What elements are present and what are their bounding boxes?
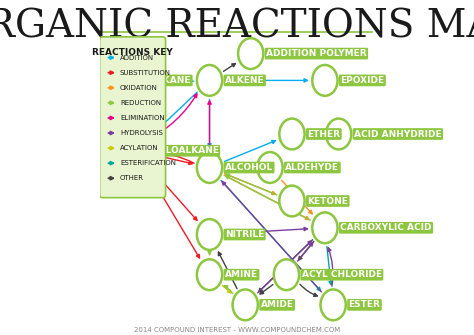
Circle shape xyxy=(279,119,305,149)
Circle shape xyxy=(197,259,222,290)
Text: ESTER: ESTER xyxy=(348,300,381,309)
Text: SUBSTITUTION: SUBSTITUTION xyxy=(120,70,171,76)
Text: ACID ANHYDRIDE: ACID ANHYDRIDE xyxy=(354,130,442,138)
Circle shape xyxy=(233,289,258,320)
FancyBboxPatch shape xyxy=(100,37,165,198)
Text: CARBOXYLIC ACID: CARBOXYLIC ACID xyxy=(340,223,432,232)
Text: OXIDATION: OXIDATION xyxy=(120,85,158,91)
Circle shape xyxy=(279,186,305,216)
Circle shape xyxy=(320,289,346,320)
Text: ALKENE: ALKENE xyxy=(225,76,264,85)
Text: ADDITION POLYMER: ADDITION POLYMER xyxy=(266,49,367,58)
Text: ALKANE: ALKANE xyxy=(151,76,191,85)
Text: KETONE: KETONE xyxy=(307,197,348,205)
Text: ELIMINATION: ELIMINATION xyxy=(120,115,164,121)
Text: ACYLATION: ACYLATION xyxy=(120,145,159,151)
Text: REDUCTION: REDUCTION xyxy=(120,100,161,106)
Text: NITRILE: NITRILE xyxy=(225,230,264,239)
Circle shape xyxy=(274,259,299,290)
Circle shape xyxy=(123,65,148,96)
Circle shape xyxy=(197,219,222,250)
Circle shape xyxy=(312,65,337,96)
Text: AMIDE: AMIDE xyxy=(261,300,293,309)
Circle shape xyxy=(197,152,222,183)
Circle shape xyxy=(257,152,283,183)
Text: EPOXIDE: EPOXIDE xyxy=(340,76,384,85)
Text: ALCOHOL: ALCOHOL xyxy=(225,163,273,172)
Circle shape xyxy=(312,212,337,243)
Text: REACTIONS KEY: REACTIONS KEY xyxy=(92,48,173,57)
Text: ORGANIC REACTIONS MAP: ORGANIC REACTIONS MAP xyxy=(0,8,474,45)
Text: 2014 COMPOUND INTEREST - WWW.COMPOUNDCHEM.COM: 2014 COMPOUND INTEREST - WWW.COMPOUNDCHE… xyxy=(134,327,340,333)
Text: ACYL CHLORIDE: ACYL CHLORIDE xyxy=(302,270,382,279)
Text: ADDITION: ADDITION xyxy=(120,55,154,61)
Circle shape xyxy=(238,38,264,69)
Circle shape xyxy=(197,65,222,96)
Text: ALDEHYDE: ALDEHYDE xyxy=(285,163,339,172)
Circle shape xyxy=(326,119,351,149)
Text: HALOALKANE: HALOALKANE xyxy=(151,146,219,155)
Text: ESTERIFICATION: ESTERIFICATION xyxy=(120,160,176,166)
Text: HYDROLYSIS: HYDROLYSIS xyxy=(120,130,163,136)
Text: ETHER: ETHER xyxy=(307,130,340,138)
Text: OTHER: OTHER xyxy=(120,175,144,181)
Text: AMINE: AMINE xyxy=(225,270,258,279)
Circle shape xyxy=(123,135,148,166)
